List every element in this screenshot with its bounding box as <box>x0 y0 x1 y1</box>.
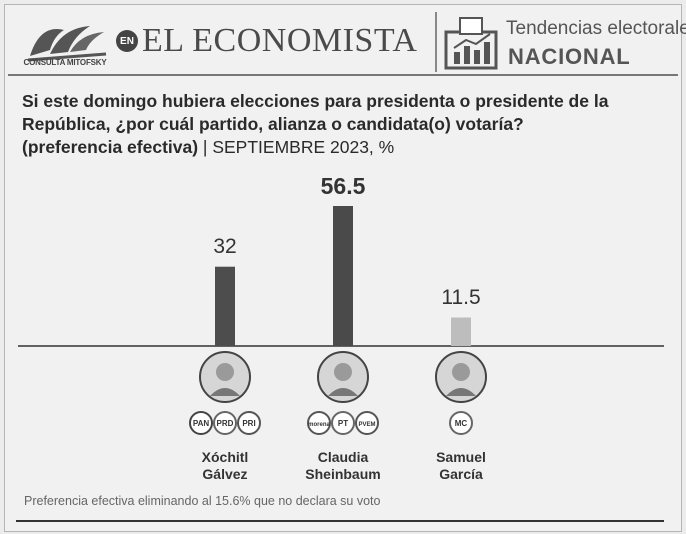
mitofsky-logo-icon <box>27 26 107 62</box>
header: CONSULTA MITOFSKY EN EL ECONOMISTA Tende… <box>8 8 686 76</box>
candidate-name-1: Claudia Sheinbaum <box>288 449 398 483</box>
party-logo-PRD <box>213 411 237 435</box>
bar-0 <box>215 266 235 346</box>
candidate-name-0: Xóchitl Gálvez <box>170 449 280 483</box>
question-meta: | SEPTIEMBRE 2023, % <box>198 137 395 157</box>
candidate-name-line: Samuel <box>436 449 486 465</box>
candidate-name-line: Xóchitl <box>201 449 249 465</box>
section-subtitle: NACIONAL <box>508 44 631 69</box>
candidate-face-1 <box>334 363 352 381</box>
value-label-1: 56.5 <box>320 173 366 199</box>
party-logo-text-PAN: PAN <box>193 419 210 428</box>
party-logo-MC <box>449 411 473 435</box>
value-label-0: 32 <box>213 234 237 258</box>
bar-1 <box>333 206 353 346</box>
ballot-box-chart-icon <box>444 17 498 70</box>
party-logo-text-morena: morena <box>308 422 330 428</box>
candidate-name-line: Claudia <box>317 449 369 465</box>
bar-2 <box>451 317 471 346</box>
value-label-2: 11.5 <box>441 285 481 309</box>
question-qualifier: (preferencia efectiva) <box>22 137 199 157</box>
party-logo-PRI <box>237 411 261 435</box>
party-logo-morena <box>307 411 331 435</box>
party-logo-text-PRD: PRD <box>217 419 234 428</box>
header-divider <box>435 12 437 72</box>
candidate-name-line: García <box>439 466 483 482</box>
party-logo-text-PVEM: PVEM <box>358 422 375 428</box>
en-badge: EN <box>116 30 138 52</box>
candidate-body-2 <box>446 388 476 396</box>
brand-title: EL ECONOMISTA <box>142 22 418 59</box>
section-title: Tendencias electorales <box>506 18 686 39</box>
party-logo-PAN <box>189 411 213 435</box>
footnote: Preferencia efectiva eliminando al 15.6%… <box>24 494 381 508</box>
candidate-body-1 <box>328 388 358 396</box>
candidate-name-2: Samuel García <box>406 449 516 483</box>
party-logo-text-PT: PT <box>338 419 348 428</box>
candidate-name-line: Gálvez <box>202 466 248 482</box>
party-logo-PT <box>331 411 355 435</box>
candidate-name-line: Sheinbaum <box>305 466 381 482</box>
candidate-body-0 <box>210 388 240 396</box>
party-logo-text-MC: MC <box>455 419 468 428</box>
logo-caption: CONSULTA MITOFSKY <box>23 58 107 67</box>
question-text: Si este domingo hubiera elecciones para … <box>22 91 609 134</box>
candidate-face-2 <box>452 363 470 381</box>
bottom-rule <box>16 520 664 522</box>
party-logo-PVEM <box>355 411 379 435</box>
candidate-face-0 <box>216 363 234 381</box>
party-logo-text-PRI: PRI <box>242 419 255 428</box>
chart-question: Si este domingo hubiera elecciones para … <box>22 90 672 159</box>
